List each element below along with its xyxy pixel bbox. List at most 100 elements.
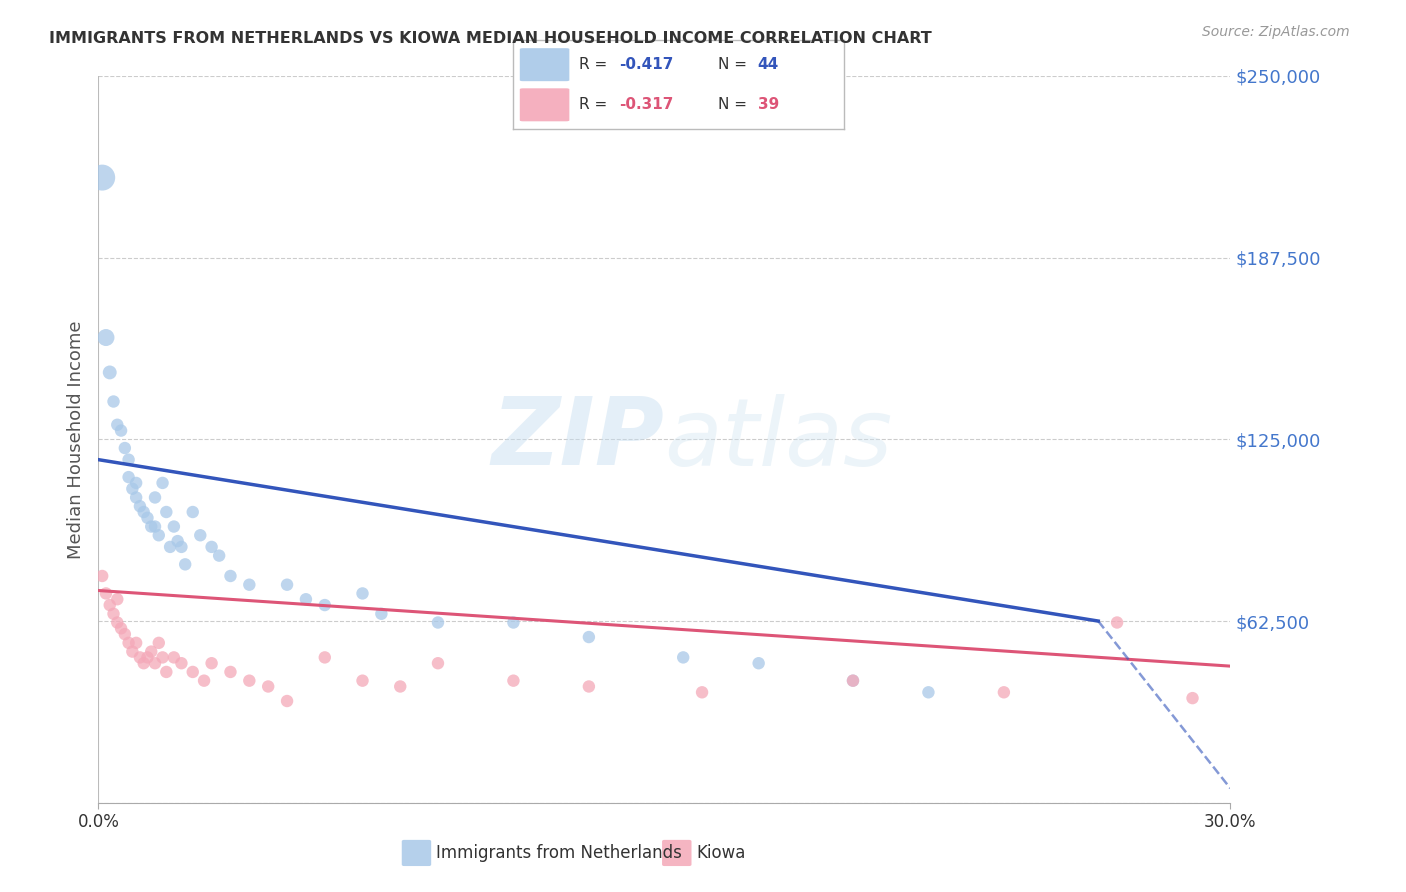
Point — [370, 607, 392, 621]
Point — [117, 452, 139, 467]
Point — [163, 519, 186, 533]
Text: Source: ZipAtlas.com: Source: ZipAtlas.com — [1202, 25, 1350, 39]
Point — [91, 170, 114, 185]
Point — [117, 636, 139, 650]
Point — [1107, 615, 1129, 630]
Point — [208, 549, 231, 563]
Point — [125, 475, 148, 490]
Point — [748, 657, 770, 671]
Point — [98, 366, 121, 380]
Point — [159, 540, 181, 554]
Point — [105, 592, 128, 607]
Point — [917, 685, 939, 699]
Point — [502, 673, 524, 688]
Point — [94, 330, 117, 344]
Point — [129, 650, 152, 665]
Text: -0.417: -0.417 — [619, 57, 673, 71]
Point — [352, 673, 374, 688]
Point — [110, 424, 132, 438]
Text: IMMIGRANTS FROM NETHERLANDS VS KIOWA MEDIAN HOUSEHOLD INCOME CORRELATION CHART: IMMIGRANTS FROM NETHERLANDS VS KIOWA MED… — [49, 31, 932, 46]
FancyBboxPatch shape — [662, 840, 692, 866]
Point — [578, 630, 600, 644]
Point — [170, 657, 193, 671]
Point — [114, 627, 136, 641]
Point — [148, 528, 170, 542]
Text: 39: 39 — [758, 97, 779, 112]
Point — [427, 657, 450, 671]
Point — [129, 499, 152, 513]
Point — [201, 540, 224, 554]
Point — [117, 470, 139, 484]
Text: Kiowa: Kiowa — [696, 844, 745, 862]
Point — [163, 650, 186, 665]
Text: R =: R = — [579, 57, 613, 71]
Point — [502, 615, 524, 630]
Point — [91, 569, 114, 583]
Point — [427, 615, 450, 630]
Point — [170, 540, 193, 554]
Text: N =: N = — [718, 97, 752, 112]
FancyBboxPatch shape — [520, 48, 569, 81]
Point — [125, 491, 148, 505]
Point — [136, 511, 159, 525]
Point — [219, 665, 242, 679]
Point — [842, 673, 865, 688]
Point — [690, 685, 713, 699]
Point — [672, 650, 695, 665]
Text: -0.317: -0.317 — [619, 97, 673, 112]
Point — [132, 505, 155, 519]
Point — [1181, 691, 1204, 706]
FancyBboxPatch shape — [520, 88, 569, 121]
Text: N =: N = — [718, 57, 752, 71]
Point — [993, 685, 1015, 699]
Point — [94, 586, 117, 600]
Point — [219, 569, 242, 583]
Point — [103, 607, 125, 621]
Point — [132, 657, 155, 671]
Point — [125, 636, 148, 650]
Text: Immigrants from Netherlands: Immigrants from Netherlands — [436, 844, 682, 862]
Text: R =: R = — [579, 97, 613, 112]
Point — [238, 673, 260, 688]
Point — [103, 394, 125, 409]
Point — [121, 482, 143, 496]
Point — [314, 650, 336, 665]
Point — [389, 680, 412, 694]
Point — [352, 586, 374, 600]
Point — [188, 528, 211, 542]
Text: ZIP: ZIP — [492, 393, 665, 485]
FancyBboxPatch shape — [402, 840, 432, 866]
Point — [114, 441, 136, 455]
Point — [314, 598, 336, 612]
Point — [152, 475, 174, 490]
Point — [238, 578, 260, 592]
Point — [201, 657, 224, 671]
Point — [152, 650, 174, 665]
Point — [105, 615, 128, 630]
Point — [174, 558, 197, 572]
Point — [143, 491, 166, 505]
Point — [193, 673, 215, 688]
Point — [141, 644, 163, 658]
Point — [155, 665, 177, 679]
Point — [98, 598, 121, 612]
Point — [181, 505, 204, 519]
Point — [141, 519, 163, 533]
Point — [143, 519, 166, 533]
Point — [155, 505, 177, 519]
Point — [578, 680, 600, 694]
Point — [136, 650, 159, 665]
Point — [143, 657, 166, 671]
Point — [166, 534, 188, 549]
Point — [276, 694, 298, 708]
Point — [121, 644, 143, 658]
Point — [257, 680, 280, 694]
Point — [295, 592, 318, 607]
Point — [110, 621, 132, 635]
Text: 44: 44 — [758, 57, 779, 71]
Point — [842, 673, 865, 688]
Point — [181, 665, 204, 679]
Text: atlas: atlas — [665, 393, 893, 485]
Point — [105, 417, 128, 432]
Y-axis label: Median Household Income: Median Household Income — [66, 320, 84, 558]
